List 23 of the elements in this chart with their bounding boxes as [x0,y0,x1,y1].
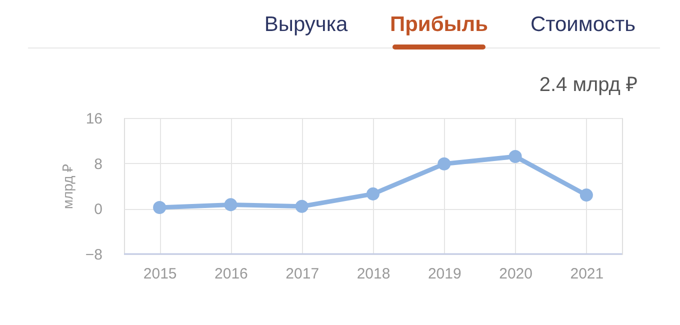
x-tick-label: 2019 [428,266,462,282]
x-tick-label: 2015 [143,266,177,282]
x-tick-label: 2021 [570,266,604,282]
point [438,157,451,170]
chart-title: Прибыль [390,13,488,36]
y-tick-label: 8 [94,156,102,173]
point [295,200,308,213]
text: Стоимость [530,13,636,36]
y-axis-title: млрд ₽ [59,164,76,210]
y-tick-label: 16 [86,110,102,128]
text: Выручка [264,13,348,36]
point [153,201,166,214]
point [580,188,593,202]
y-tick-label: 0 [94,201,102,218]
text: 2.4 млрд ₽ [539,74,638,96]
point [508,150,522,164]
x-tick-label: 2016 [214,266,248,282]
x-tick-label: 2020 [499,266,532,282]
x-tick-label: 2018 [356,266,390,282]
x-tick-label: 2017 [286,266,320,282]
point [366,187,380,200]
y-tick-label: −8 [85,246,102,264]
point [224,198,238,212]
